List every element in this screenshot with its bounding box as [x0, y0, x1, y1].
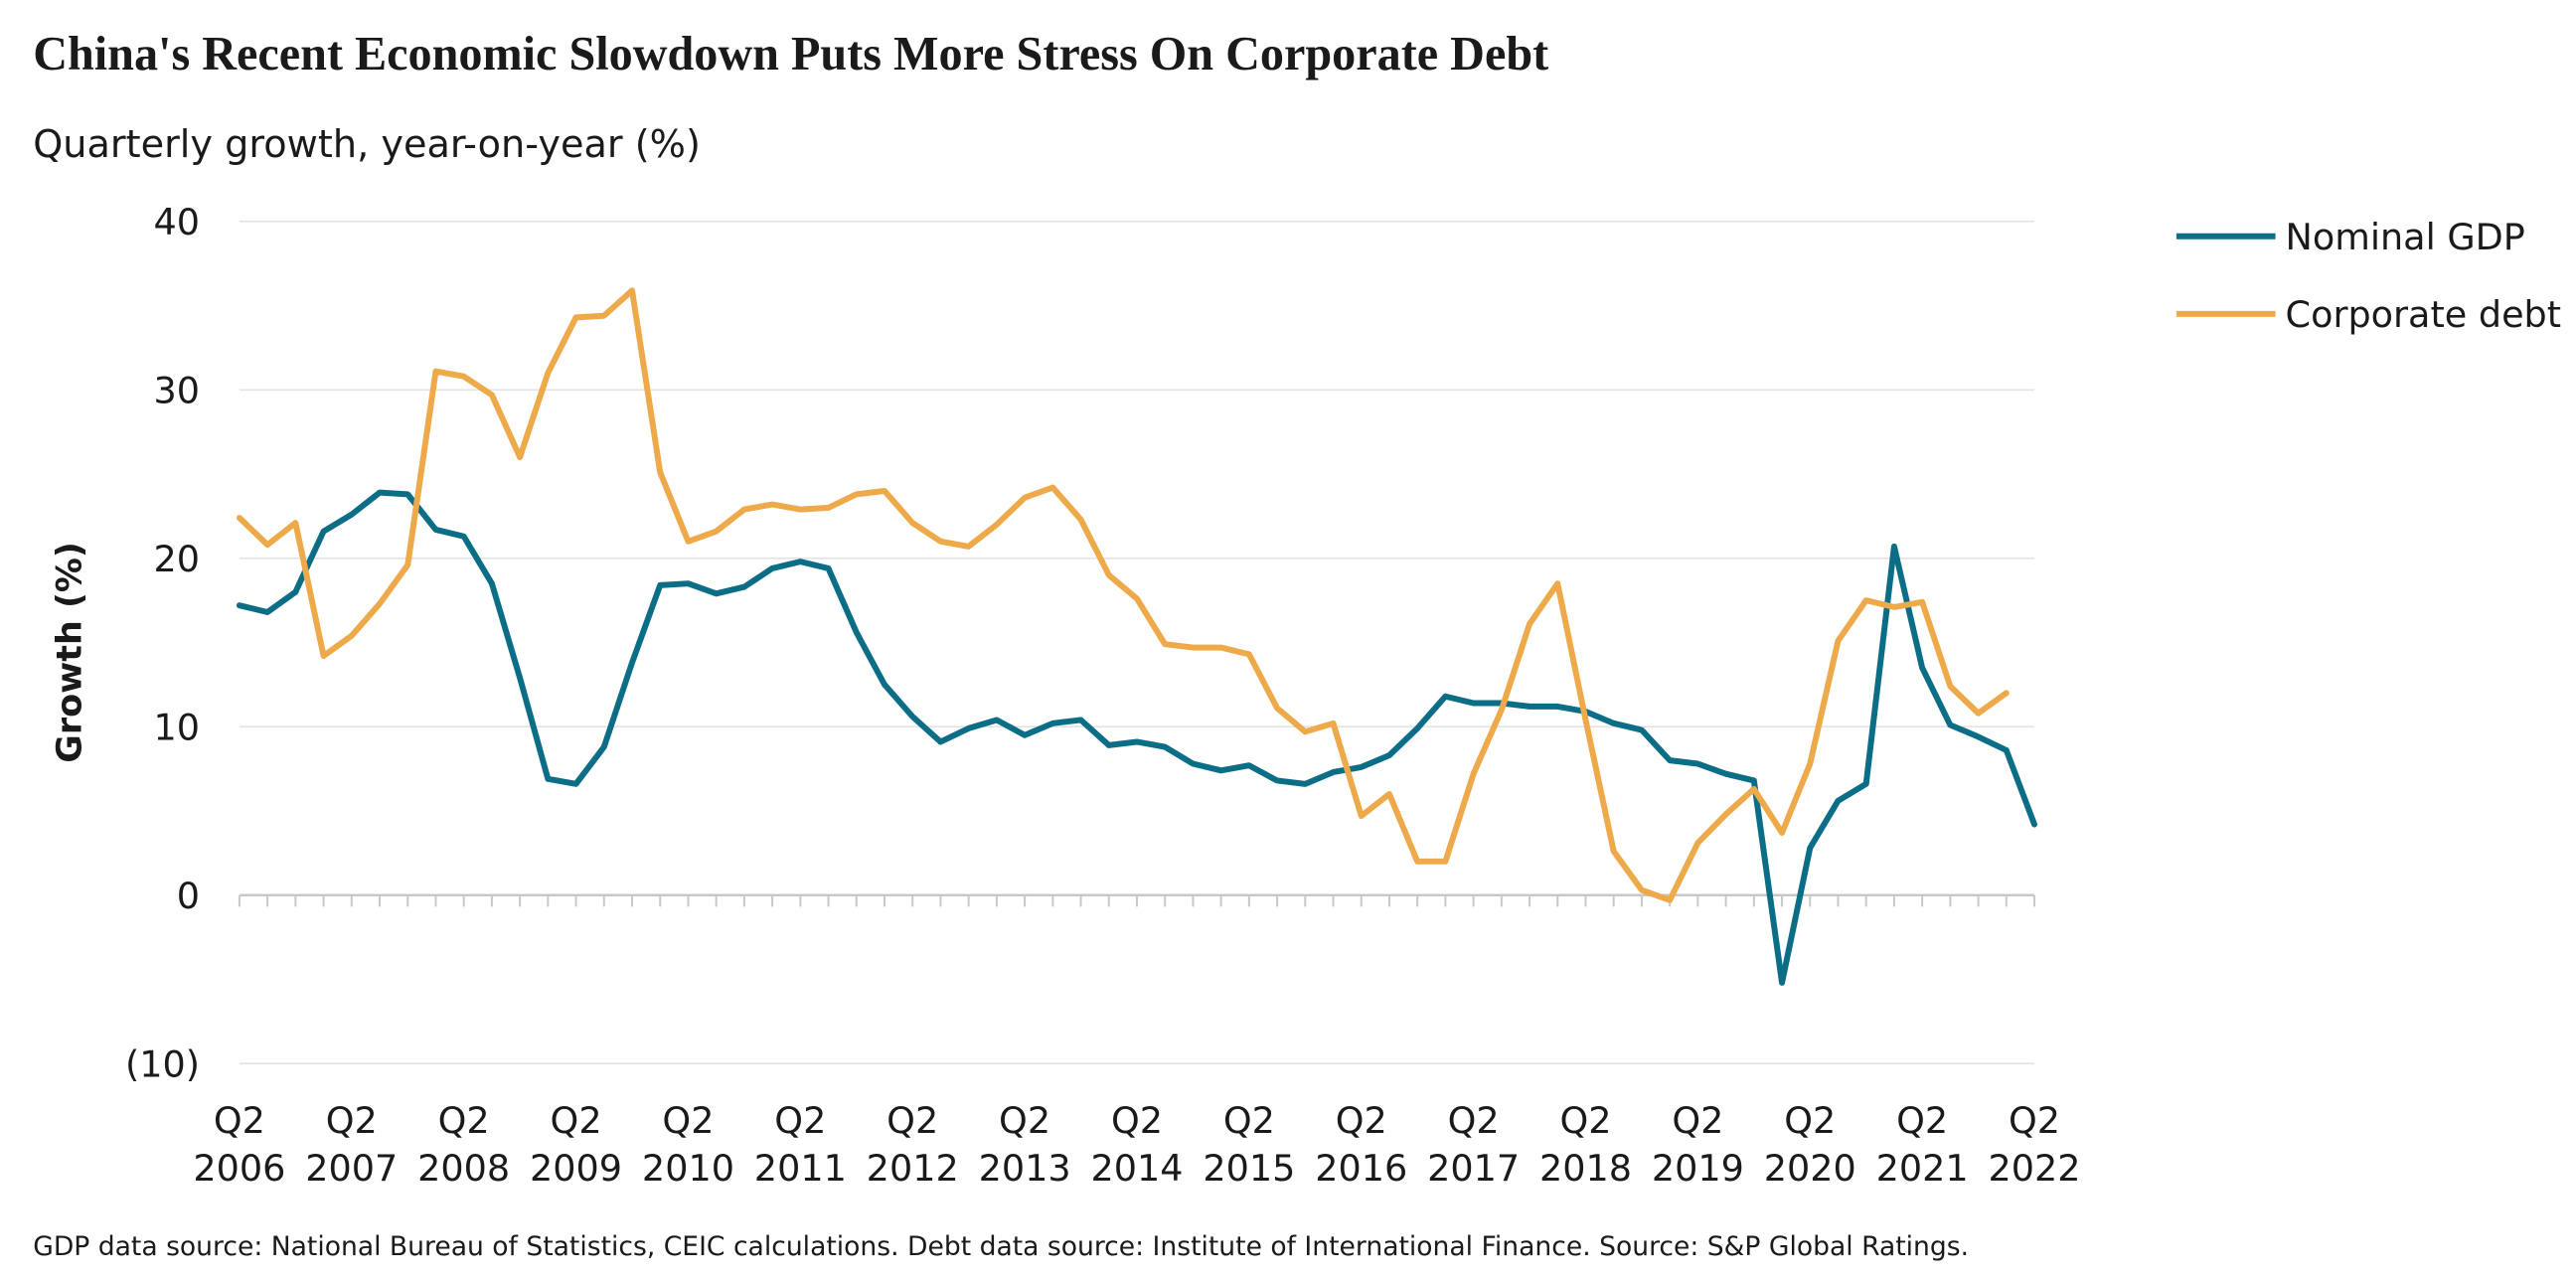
x-tick-label: Q2 2006 — [193, 1099, 285, 1190]
x-tick-label: Q2 2008 — [417, 1099, 510, 1190]
x-tick-label: Q2 2007 — [305, 1099, 398, 1190]
y-tick-label: 30 — [154, 370, 201, 412]
chart-title: China's Recent Economic Slowdown Puts Mo… — [33, 28, 1548, 80]
legend-label: Corporate debt — [2286, 293, 2562, 336]
data-line — [236, 287, 2010, 903]
x-tick-label: Q2 2021 — [1876, 1099, 1969, 1190]
data-line — [236, 489, 2038, 986]
x-tick-label: Q2 2020 — [1764, 1099, 1856, 1190]
y-tick-label: 0 — [177, 875, 200, 917]
y-tick-label: 40 — [154, 201, 201, 243]
x-tick-label: Q2 2016 — [1315, 1099, 1407, 1190]
chart-subtitle: Quarterly growth, year-on-year (%) — [33, 123, 701, 167]
y-tick-label: 20 — [154, 538, 201, 580]
footnote: GDP data source: National Bureau of Stat… — [33, 1231, 1969, 1262]
x-tick-label: Q2 2019 — [1652, 1099, 1744, 1190]
x-tick-label: Q2 2009 — [530, 1099, 622, 1190]
y-axis-label: Growth (%) — [50, 542, 89, 762]
x-tick-label: Q2 2014 — [1090, 1099, 1183, 1190]
x-tick-label: Q2 2012 — [867, 1099, 959, 1190]
x-tick-label: Q2 2011 — [754, 1099, 847, 1190]
y-tick-label: 10 — [154, 707, 201, 749]
x-tick-label: Q2 2013 — [979, 1099, 1071, 1190]
legend-label: Nominal GDP — [2286, 216, 2525, 258]
x-tick-label: Q2 2022 — [1989, 1099, 2081, 1190]
x-tick-label: Q2 2010 — [642, 1099, 734, 1190]
x-tick-label: Q2 2015 — [1203, 1099, 1295, 1190]
x-tick-label: Q2 2018 — [1539, 1099, 1632, 1190]
y-tick-label: (10) — [125, 1042, 200, 1085]
x-tick-label: Q2 2017 — [1427, 1099, 1520, 1190]
